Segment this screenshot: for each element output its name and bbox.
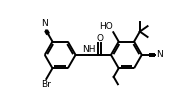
- Text: O: O: [96, 34, 103, 43]
- Text: N: N: [156, 50, 163, 59]
- Text: Br: Br: [41, 80, 51, 89]
- Text: NH: NH: [82, 45, 96, 54]
- Text: N: N: [41, 19, 48, 28]
- Text: HO: HO: [99, 22, 113, 31]
